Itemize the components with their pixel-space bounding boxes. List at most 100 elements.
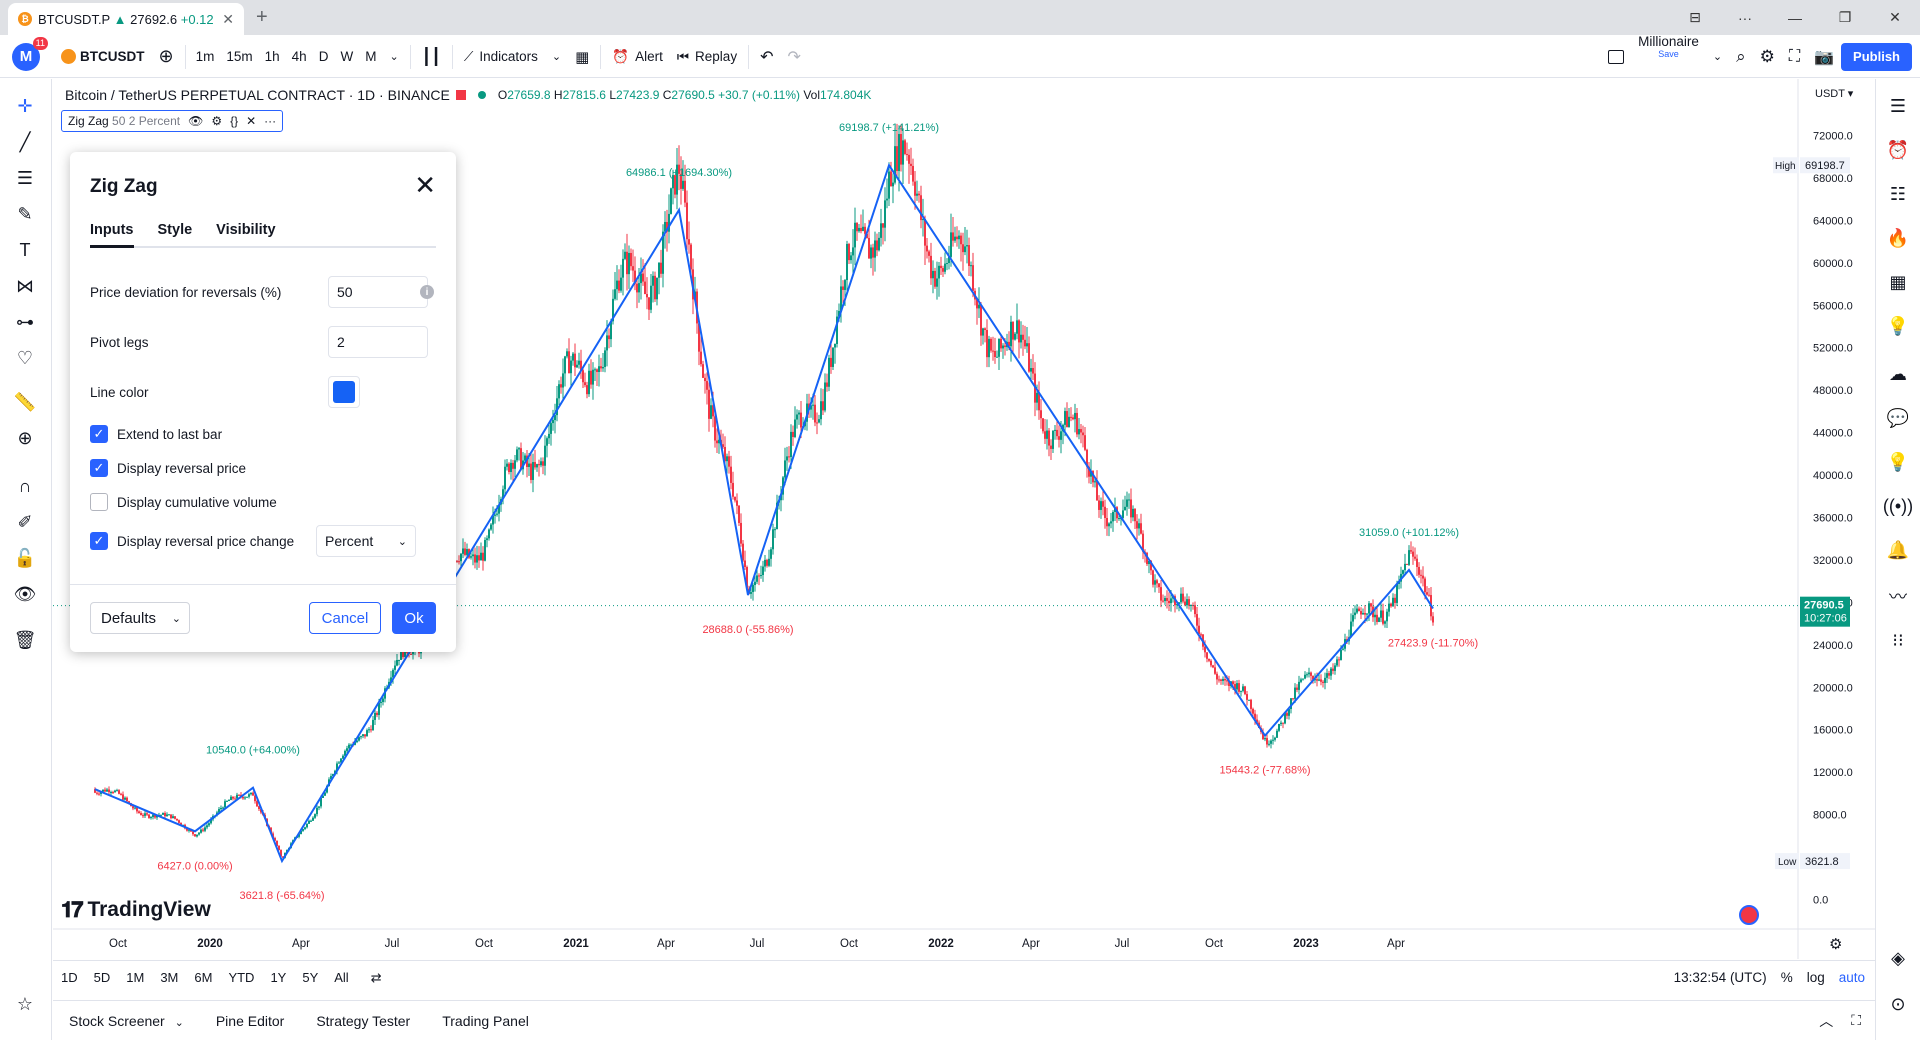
range-ytd[interactable]: YTD: [228, 970, 255, 985]
crosshair-icon[interactable]: ✛: [17, 95, 33, 116]
alerts-clock-icon[interactable]: ⏰: [1886, 139, 1910, 160]
interval-m[interactable]: M: [365, 49, 377, 64]
display-volume-checkbox[interactable]: [90, 493, 108, 511]
range-5y[interactable]: 5Y: [302, 970, 319, 985]
tab-visibility[interactable]: Visibility: [216, 222, 276, 238]
clock-time[interactable]: 13:32:54 (UTC): [1673, 970, 1767, 985]
screen-share-icon[interactable]: ⊟: [1689, 9, 1701, 25]
auto-scale-toggle[interactable]: auto: [1838, 970, 1865, 985]
us-flag-icon[interactable]: [1739, 905, 1759, 925]
goto-date-icon[interactable]: ⇄: [370, 969, 382, 985]
interval-4h[interactable]: 4h: [291, 49, 307, 64]
log-toggle[interactable]: log: [1806, 970, 1825, 985]
chart-settings-gear-icon[interactable]: ⚙: [1829, 936, 1842, 953]
compare-add-icon[interactable]: ⊕: [158, 46, 174, 66]
interval-1m[interactable]: 1m: [195, 49, 215, 64]
publish-button[interactable]: Publish: [1841, 42, 1912, 71]
close-window-icon[interactable]: ✕: [1889, 9, 1901, 25]
collapse-panel-icon[interactable]: ︿: [1819, 1012, 1834, 1029]
range-all[interactable]: All: [334, 970, 349, 985]
layers-icon[interactable]: ◈: [1891, 947, 1905, 968]
calendar-icon[interactable]: ▦: [1889, 271, 1907, 292]
favorites-star-icon[interactable]: ☆: [16, 993, 34, 1014]
range-1m[interactable]: 1M: [126, 970, 145, 985]
interval-dropdown-chevron-icon[interactable]: ⌄: [389, 51, 399, 63]
object-tree-icon[interactable]: ☷: [1889, 183, 1907, 204]
cancel-button[interactable]: Cancel: [309, 602, 381, 634]
eye-icon[interactable]: 👁: [188, 114, 204, 128]
indicators-button[interactable]: ⟋ Indicators: [457, 36, 545, 78]
range-5d[interactable]: 5D: [93, 970, 111, 985]
brush-icon[interactable]: ✎: [17, 203, 33, 224]
help-icon[interactable]: ⊙: [1890, 993, 1906, 1014]
zigzag-series-line[interactable]: [94, 162, 1434, 864]
chart-pane[interactable]: 6427.0 (0.00%) 10540.0 (+64.00%) 3621.8 (-…: [53, 79, 1875, 959]
tab-trading-panel[interactable]: Trading Panel: [442, 1012, 529, 1029]
tradingview-logo[interactable]: 𝟏𝟕 TradingView: [61, 897, 211, 923]
layout-name-button[interactable]: Millionaire Save: [1631, 34, 1706, 78]
settings-icon[interactable]: ⚙: [211, 114, 223, 128]
layout-menu-chevron-icon[interactable]: ⌄: [1712, 51, 1723, 63]
indicator-legend-zigzag[interactable]: Zig Zag 50 2 Percent 👁 ⚙ {} ✕ ···: [61, 110, 284, 132]
redo-icon[interactable]: ↷: [787, 48, 801, 66]
chart-type-candles-icon[interactable]: ┃┃: [421, 48, 441, 66]
favorites-heart-icon[interactable]: ♡: [16, 347, 34, 368]
ok-button[interactable]: Ok: [392, 602, 436, 634]
visibility-eye-icon[interactable]: 👁: [13, 583, 37, 604]
restore-icon[interactable]: ❐: [1838, 9, 1852, 25]
close-dialog-icon[interactable]: ✕: [414, 170, 436, 200]
currency-label[interactable]: USDT ▾: [1815, 88, 1854, 100]
layout-checkbox-icon[interactable]: [1601, 36, 1631, 78]
tab-strategy-tester[interactable]: Strategy Tester: [316, 1012, 411, 1029]
hotlists-fire-icon[interactable]: 🔥: [1886, 227, 1910, 248]
line-color-picker[interactable]: [328, 376, 360, 408]
pattern-tool-icon[interactable]: ⋈: [16, 275, 34, 296]
zoom-in-icon[interactable]: ⊕: [17, 427, 33, 448]
notifications-bell-icon[interactable]: 🔔: [1886, 539, 1910, 560]
interval-w[interactable]: W: [340, 49, 354, 64]
lock-drawing-icon[interactable]: ✐: [17, 511, 33, 532]
browser-tab[interactable]: ₿ BTCUSDT.P ▲ 27692.6 +0.12 ✕: [8, 3, 244, 35]
replay-button[interactable]: ⏮ Replay: [670, 36, 744, 78]
price-chart[interactable]: 6427.0 (0.00%) 10540.0 (+64.00%) 3621.8 (-…: [53, 79, 1875, 959]
interval-1h[interactable]: 1h: [264, 49, 280, 64]
interval-15m[interactable]: 15m: [226, 49, 253, 64]
minimize-icon[interactable]: —: [1788, 9, 1802, 26]
dom-icon[interactable]: ⁝⁝: [1892, 629, 1904, 650]
chats-icon[interactable]: 💬: [1886, 407, 1910, 428]
extend-checkbox[interactable]: ✓: [90, 425, 108, 443]
source-code-icon[interactable]: {}: [230, 114, 239, 128]
more-options-icon[interactable]: ···: [264, 114, 277, 128]
range-1y[interactable]: 1Y: [270, 970, 287, 985]
order-panel-icon[interactable]: 〰: [1889, 587, 1907, 607]
pivot-legs-input[interactable]: 2: [328, 326, 428, 358]
price-deviation-input[interactable]: 50: [328, 276, 428, 308]
more-icon[interactable]: ···: [1738, 9, 1752, 26]
range-6m[interactable]: 6M: [194, 970, 213, 985]
info-icon[interactable]: i: [420, 285, 434, 299]
ideas-bulb-icon[interactable]: 💡: [1886, 315, 1910, 336]
range-1d[interactable]: 1D: [61, 970, 78, 985]
magnet-icon[interactable]: ∩: [18, 475, 32, 496]
prediction-tool-icon[interactable]: ⊶: [16, 311, 34, 332]
percent-toggle[interactable]: %: [1780, 970, 1793, 985]
defaults-button[interactable]: Defaults ⌄: [90, 602, 190, 634]
interval-d[interactable]: D: [318, 49, 329, 64]
indicator-templates-chevron-icon[interactable]: ⌄: [551, 51, 562, 63]
range-3m[interactable]: 3M: [160, 970, 179, 985]
trend-line-icon[interactable]: ╱: [19, 131, 31, 152]
user-avatar[interactable]: M 11: [12, 36, 48, 71]
maximize-panel-icon[interactable]: ⛶: [1851, 1012, 1861, 1028]
tab-pine-editor[interactable]: Pine Editor: [215, 1012, 285, 1029]
remove-icon[interactable]: ✕: [246, 114, 257, 128]
new-tab-button[interactable]: +: [256, 6, 268, 28]
symbol-search-button[interactable]: BTCUSDT: [54, 36, 152, 78]
close-tab-icon[interactable]: ✕: [222, 10, 234, 27]
layout-grid-icon[interactable]: ▦: [575, 48, 590, 66]
snapshot-camera-icon[interactable]: 📷: [1814, 48, 1835, 66]
search-icon[interactable]: ⌕: [1736, 46, 1746, 66]
ruler-icon[interactable]: 📏: [13, 391, 37, 412]
symbol-title[interactable]: Bitcoin / TetherUS PERPETUAL CONTRACT · …: [65, 87, 450, 103]
alert-button[interactable]: ⏰ Alert: [605, 36, 670, 78]
text-tool-icon[interactable]: T: [19, 239, 31, 260]
